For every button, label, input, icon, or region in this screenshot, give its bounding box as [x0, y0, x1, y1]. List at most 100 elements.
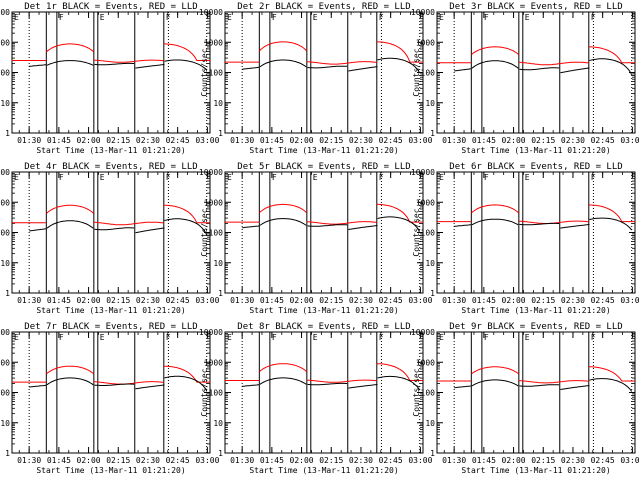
lld-series-line [588, 366, 635, 382]
events-series-line [259, 218, 307, 226]
x-tick-label: 02:15 [531, 456, 555, 465]
y-tick-label: 10 [0, 419, 10, 428]
x-tick-label: 02:15 [106, 136, 130, 145]
y-tick-label: 1 [218, 289, 223, 298]
y-tick-label: 100 [421, 229, 436, 238]
x-tick-label: 02:00 [290, 456, 314, 465]
y-tick-label: 1000 [0, 198, 10, 207]
plot-frame [11, 331, 211, 454]
x-tick-label: 01:30 [17, 296, 41, 305]
lld-series-line [470, 366, 520, 375]
x-tick-label: 02:00 [502, 136, 526, 145]
x-axis-label: Start Time (13-Mar-11 01:21:20) [36, 466, 185, 475]
panel-title: Det 1r BLACK = Events, RED = LLD [24, 2, 197, 12]
lld-series-line [258, 203, 308, 214]
x-tick-label: 02:45 [166, 296, 190, 305]
panel-title: Det 6r BLACK = Events, RED = LLD [449, 162, 622, 172]
x-tick-label: 01:30 [17, 456, 41, 465]
x-tick-label: 03:00 [620, 296, 640, 305]
lld-series-line [93, 221, 164, 226]
lld-series-line [376, 363, 423, 381]
y-tick-label: 1 [218, 129, 223, 138]
marker-E-label: E [525, 13, 530, 22]
marker-F-label: F [166, 333, 171, 342]
y-tick-label: 100 [421, 389, 436, 398]
events-series-line [471, 60, 519, 69]
marker-E-label: E [100, 13, 105, 22]
marker-E-label: E [100, 173, 105, 182]
lld-series-line [45, 204, 95, 214]
y-tick-label: 100 [0, 229, 10, 238]
y-tick-label: 100 [209, 69, 224, 78]
x-tick-label: 02:30 [561, 456, 585, 465]
x-tick-label: 02:30 [349, 296, 373, 305]
x-tick-label: 02:15 [531, 296, 555, 305]
lld-series-line [306, 379, 377, 383]
marker-E-label: E [14, 173, 19, 182]
plot-frame [436, 11, 636, 134]
x-tick-label: 02:15 [319, 456, 343, 465]
plot-frame [11, 11, 211, 134]
x-axis-label: Start Time (13-Mar-11 01:21:20) [36, 146, 185, 155]
x-tick-label: 02:45 [166, 136, 190, 145]
y-tick-label: 1 [430, 449, 435, 458]
marker-E-label: E [439, 173, 444, 182]
lld-series-line [258, 363, 308, 373]
events-series-line [307, 224, 348, 227]
x-tick-label: 01:45 [47, 296, 71, 305]
y-tick-label: 1 [218, 449, 223, 458]
marker-F-label: F [166, 173, 171, 182]
lld-series-line [45, 43, 95, 53]
events-series-line [471, 218, 519, 226]
events-series-line [29, 228, 47, 232]
y-tick-label: 1000 [416, 38, 435, 47]
x-tick-label: 02:15 [319, 296, 343, 305]
events-series-line [307, 382, 348, 386]
x-tick-label: 02:15 [106, 296, 130, 305]
x-tick-label: 01:45 [472, 456, 496, 465]
events-series-line [519, 384, 560, 387]
y-tick-label: 10 [213, 259, 223, 268]
events-series-line [377, 375, 421, 391]
marker-F-label: F [379, 13, 384, 22]
events-series-line [307, 65, 348, 69]
lld-series-line [306, 61, 377, 65]
y-tick-label: 10 [0, 99, 10, 108]
panel-title: Det 3r BLACK = Events, RED = LLD [449, 2, 622, 12]
events-series-line [46, 377, 94, 386]
y-tick-label: 10 [213, 419, 223, 428]
x-tick-label: 01:30 [230, 136, 254, 145]
x-tick-label: 01:45 [47, 136, 71, 145]
y-tick-label: 100 [209, 229, 224, 238]
events-series-line [519, 222, 560, 226]
events-series-line [259, 59, 307, 68]
panel-title: Det 5r BLACK = Events, RED = LLD [237, 162, 410, 172]
x-tick-label: 02:00 [502, 296, 526, 305]
x-tick-label: 03:00 [620, 136, 640, 145]
x-tick-label: 02:45 [379, 296, 403, 305]
x-tick-label: 02:30 [136, 456, 160, 465]
x-axis-label: Start Time (13-Mar-11 01:21:20) [249, 146, 398, 155]
marker-F-label: F [591, 13, 596, 22]
events-series-line [560, 67, 590, 74]
x-tick-label: 02:45 [591, 136, 615, 145]
marker-F-label: F [591, 173, 596, 182]
y-tick-label: 10 [425, 259, 435, 268]
x-axis-label: Start Time (13-Mar-11 01:21:20) [461, 466, 610, 475]
x-tick-label: 03:00 [408, 456, 432, 465]
x-tick-label: 02:00 [290, 136, 314, 145]
lld-series-line [93, 59, 164, 63]
y-axis-label: Counts/sec [412, 368, 421, 416]
events-series-line [135, 64, 165, 69]
x-tick-label: 01:30 [230, 456, 254, 465]
events-series-line [135, 384, 165, 390]
lld-series-line [470, 204, 520, 214]
x-tick-label: 02:15 [531, 136, 555, 145]
marker-E-label: E [100, 333, 105, 342]
y-tick-label: 1000 [204, 358, 223, 367]
marker-E-label: E [313, 13, 318, 22]
x-tick-label: 02:45 [166, 456, 190, 465]
x-tick-label: 02:45 [591, 456, 615, 465]
y-tick-label: 100 [421, 69, 436, 78]
x-tick-label: 03:00 [408, 136, 432, 145]
